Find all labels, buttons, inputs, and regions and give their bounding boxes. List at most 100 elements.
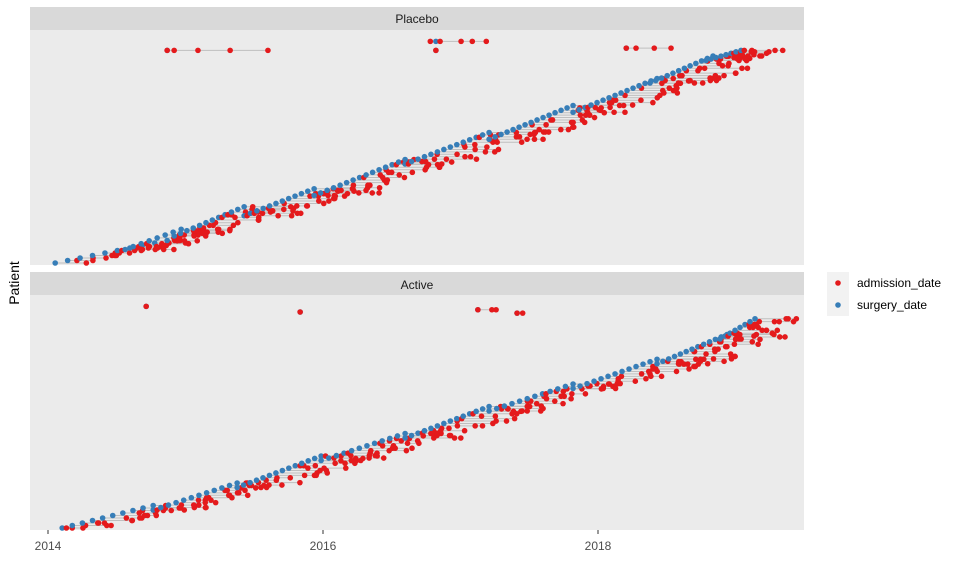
surgery-date-point	[524, 395, 531, 402]
surgery-date-point	[286, 465, 292, 471]
admission-date-point	[178, 502, 185, 508]
surgery-date-point	[534, 117, 540, 123]
admission-date-point	[739, 65, 745, 72]
admission-date-point	[454, 423, 461, 429]
admission-date-point	[279, 482, 285, 488]
admission-date-point	[518, 139, 525, 145]
surgery-date-point	[447, 418, 454, 424]
surgery-date-point	[266, 203, 273, 209]
admission-date-point	[519, 310, 526, 316]
surgery-date-point	[421, 427, 428, 434]
surgery-date-point	[598, 375, 604, 382]
surgery-date-point	[660, 358, 666, 365]
admission-date-point	[258, 484, 264, 491]
admission-date-point	[511, 415, 518, 422]
surgery-date-point	[486, 408, 492, 414]
surgery-date-point	[717, 336, 723, 342]
legend-swatch-surgery	[835, 302, 841, 308]
x-tick-label-2014: 2014	[35, 539, 62, 553]
surgery-date-point	[292, 462, 299, 469]
surgery-date-point	[675, 67, 682, 74]
admission-date-point	[693, 356, 699, 363]
admission-date-point	[731, 341, 738, 348]
admission-date-point	[756, 318, 763, 325]
admission-date-point	[776, 318, 783, 325]
admission-date-point	[401, 174, 408, 181]
admission-date-point	[434, 161, 441, 168]
surgery-date-point	[473, 408, 479, 415]
legend-label-surgery: surgery_date	[857, 298, 927, 312]
surgery-date-point	[654, 360, 660, 367]
surgery-date-point	[130, 507, 136, 514]
surgery-date-point	[447, 144, 454, 150]
surgery-date-point	[371, 440, 378, 447]
surgery-date-point	[434, 149, 441, 155]
admission-date-point	[137, 515, 143, 521]
admission-date-point	[779, 47, 786, 54]
surgery-date-point	[64, 257, 71, 264]
admission-date-point	[266, 482, 272, 488]
admission-date-point	[560, 400, 566, 407]
surgery-date-point	[570, 385, 576, 392]
admission-date-point	[531, 131, 537, 138]
admission-date-point	[141, 512, 148, 519]
admission-date-point	[623, 45, 630, 51]
admission-date-point	[711, 346, 718, 352]
admission-date-point	[171, 246, 177, 253]
surgery-date-point	[369, 169, 376, 176]
surgery-date-point	[737, 324, 743, 331]
surgery-date-point	[79, 520, 86, 526]
admission-date-point	[503, 418, 510, 424]
admission-date-point	[549, 117, 556, 123]
admission-date-point	[332, 460, 338, 467]
admission-date-point	[721, 72, 727, 79]
surgery-date-point	[671, 353, 678, 360]
surgery-date-point	[453, 141, 460, 148]
admission-date-point	[304, 203, 311, 209]
surgery-date-point	[509, 400, 515, 407]
surgery-date-point	[713, 54, 719, 61]
admission-date-point	[320, 200, 327, 207]
admission-date-point	[103, 255, 109, 261]
admission-date-point	[259, 210, 266, 217]
admission-date-point	[732, 353, 738, 360]
surgery-date-point	[279, 198, 286, 204]
admission-date-point	[376, 184, 383, 191]
admission-date-point	[368, 447, 374, 454]
surgery-date-point	[683, 348, 689, 355]
admission-date-point	[666, 85, 673, 91]
admission-date-point	[516, 134, 523, 140]
surgery-date-point	[441, 420, 447, 427]
admission-date-point	[356, 190, 362, 196]
admission-date-point	[629, 102, 636, 108]
surgery-date-point	[376, 166, 382, 173]
surgery-date-point	[241, 203, 247, 210]
admission-date-point	[194, 238, 201, 244]
admission-date-point	[543, 391, 549, 397]
admission-date-point	[668, 45, 674, 51]
admission-date-point	[493, 306, 499, 313]
surgery-date-point	[708, 56, 714, 62]
surgery-date-point	[700, 341, 707, 348]
surgery-date-point	[140, 505, 146, 511]
points-layer	[52, 38, 786, 266]
surgery-date-point	[363, 172, 369, 178]
surgery-date-point	[428, 151, 434, 158]
admission-date-point	[215, 226, 222, 233]
surgery-date-point	[742, 321, 748, 328]
admission-date-point	[326, 198, 332, 204]
surgery-date-point	[415, 156, 421, 162]
admission-date-point	[612, 385, 619, 392]
admission-date-point	[438, 161, 445, 167]
admission-date-point	[293, 203, 300, 209]
admission-date-point	[771, 318, 778, 325]
surgery-date-point	[498, 131, 504, 138]
admission-date-point	[712, 72, 719, 79]
surgery-date-point	[120, 510, 126, 516]
admission-date-point	[483, 38, 490, 45]
admission-date-point	[726, 60, 732, 67]
admission-date-point	[353, 457, 360, 464]
admission-date-point	[427, 38, 434, 45]
admission-date-point	[524, 136, 530, 143]
admission-date-point	[472, 141, 478, 148]
